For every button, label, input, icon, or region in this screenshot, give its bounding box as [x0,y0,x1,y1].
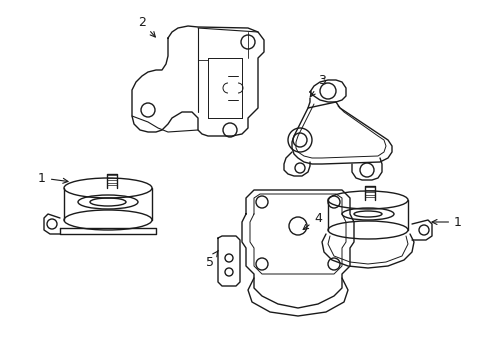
Text: 3: 3 [310,73,325,97]
Text: 4: 4 [303,212,321,230]
Text: 5: 5 [205,251,218,269]
Text: 1: 1 [38,171,68,185]
Text: 1: 1 [431,216,461,229]
Text: 2: 2 [138,15,155,37]
